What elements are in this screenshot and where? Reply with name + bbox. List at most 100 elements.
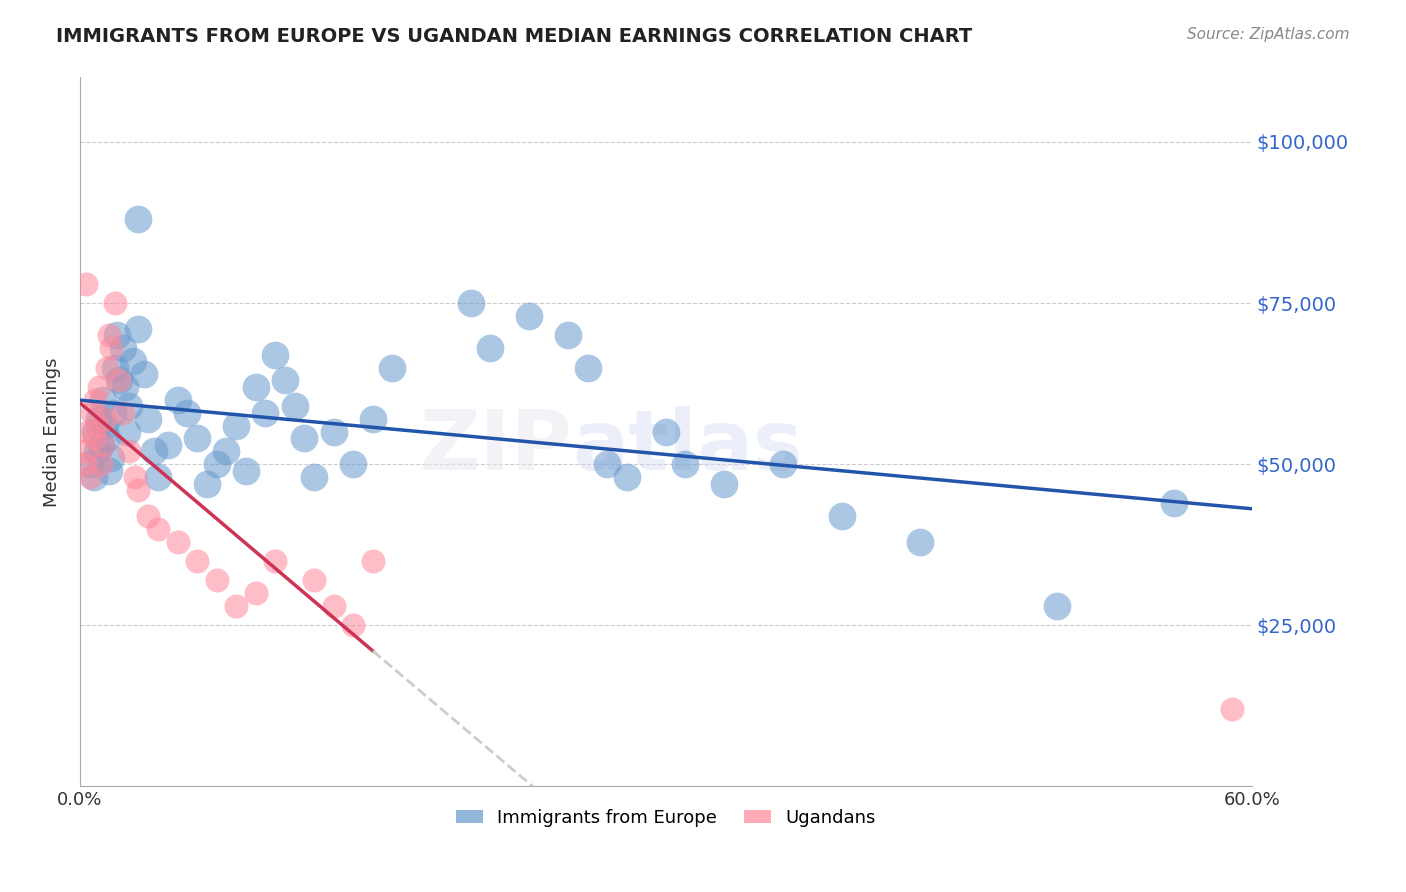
Point <box>79 457 101 471</box>
Point <box>655 425 678 439</box>
Point <box>91 438 114 452</box>
Point <box>100 450 122 465</box>
Point <box>124 470 146 484</box>
Point <box>79 470 101 484</box>
Point <box>84 425 107 439</box>
Point <box>361 554 384 568</box>
Point <box>304 573 326 587</box>
Point <box>115 425 138 439</box>
Point <box>94 412 117 426</box>
Point <box>84 392 107 407</box>
Legend: Immigrants from Europe, Ugandans: Immigrants from Europe, Ugandans <box>449 802 883 834</box>
Point <box>73 457 96 471</box>
Point <box>673 457 696 471</box>
Point <box>114 380 136 394</box>
Point <box>557 328 579 343</box>
Point <box>136 412 159 426</box>
Point <box>616 470 638 484</box>
Point <box>90 438 112 452</box>
Point <box>127 483 149 497</box>
Point <box>264 348 287 362</box>
Point <box>96 360 118 375</box>
Point <box>118 399 141 413</box>
Point <box>86 444 108 458</box>
Point <box>118 444 141 458</box>
Point <box>517 309 540 323</box>
Point <box>89 412 111 426</box>
Point <box>342 618 364 632</box>
Point <box>831 508 853 523</box>
Text: Source: ZipAtlas.com: Source: ZipAtlas.com <box>1187 27 1350 42</box>
Point <box>134 367 156 381</box>
Point <box>713 476 735 491</box>
Point <box>83 431 105 445</box>
Point <box>75 444 97 458</box>
Point <box>96 431 118 445</box>
Point <box>90 457 112 471</box>
Point <box>166 392 188 407</box>
Point <box>186 554 208 568</box>
Point <box>245 380 267 394</box>
Point <box>108 373 131 387</box>
Point <box>460 296 482 310</box>
Point <box>479 341 502 355</box>
Text: IMMIGRANTS FROM EUROPE VS UGANDAN MEDIAN EARNINGS CORRELATION CHART: IMMIGRANTS FROM EUROPE VS UGANDAN MEDIAN… <box>56 27 973 45</box>
Point <box>156 438 179 452</box>
Point <box>1163 496 1185 510</box>
Point <box>235 464 257 478</box>
Point <box>80 406 103 420</box>
Point <box>127 212 149 227</box>
Point <box>274 373 297 387</box>
Point <box>104 360 127 375</box>
Point <box>75 277 97 291</box>
Point <box>108 373 131 387</box>
Point <box>1220 702 1243 716</box>
Point <box>304 470 326 484</box>
Point <box>225 599 247 613</box>
Point <box>101 406 124 420</box>
Point <box>254 406 277 420</box>
Point <box>143 444 166 458</box>
Point <box>111 341 134 355</box>
Point <box>186 431 208 445</box>
Point <box>89 380 111 394</box>
Point <box>205 573 228 587</box>
Point <box>245 586 267 600</box>
Point <box>94 418 117 433</box>
Point <box>166 534 188 549</box>
Y-axis label: Median Earnings: Median Earnings <box>44 357 60 507</box>
Point <box>381 360 404 375</box>
Point <box>908 534 931 549</box>
Point <box>91 392 114 407</box>
Point <box>361 412 384 426</box>
Point <box>264 554 287 568</box>
Text: ZIP: ZIP <box>419 406 572 487</box>
Point <box>146 522 169 536</box>
Point <box>284 399 307 413</box>
Point <box>98 328 121 343</box>
Point <box>195 476 218 491</box>
Point <box>1045 599 1067 613</box>
Point <box>772 457 794 471</box>
Point <box>576 360 599 375</box>
Point <box>342 457 364 471</box>
Point <box>83 470 105 484</box>
Point <box>100 341 122 355</box>
Point <box>322 599 344 613</box>
Point <box>105 328 128 343</box>
Point <box>111 406 134 420</box>
Text: atlas: atlas <box>572 406 803 487</box>
Point <box>136 508 159 523</box>
Point <box>121 354 143 368</box>
Point <box>76 425 98 439</box>
Point <box>104 296 127 310</box>
Point <box>596 457 619 471</box>
Point <box>146 470 169 484</box>
Point <box>294 431 316 445</box>
Point <box>215 444 238 458</box>
Point <box>225 418 247 433</box>
Point <box>86 418 108 433</box>
Point <box>127 322 149 336</box>
Point <box>322 425 344 439</box>
Point <box>98 464 121 478</box>
